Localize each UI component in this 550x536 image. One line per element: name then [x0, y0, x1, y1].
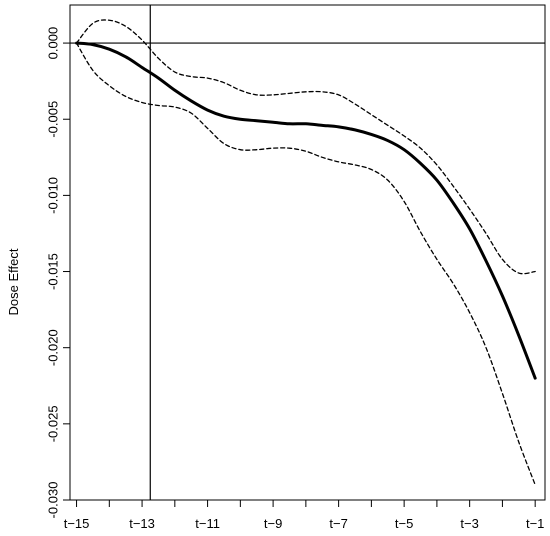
x-tick-label: t−5: [395, 516, 413, 531]
y-axis: 0.000 -0.005 -0.010 -0.015 -0.020 -0.025 -0.03…: [45, 27, 71, 519]
x-tick-label: t−15: [64, 516, 90, 531]
x-tick-label: t−13: [129, 516, 155, 531]
x-axis: t−15 t−13 t−11 t−9 t−7 t−5 t−3 t−1: [64, 499, 544, 531]
y-tick-label: -0.030: [45, 482, 60, 519]
x-tick-label: t−7: [329, 516, 347, 531]
y-tick-label: 0.000: [45, 27, 60, 60]
y-tick-label: -0.025: [45, 405, 60, 442]
x-tick-label: t−9: [264, 516, 282, 531]
plot-frame: [69, 4, 546, 501]
y-tick-label: -0.010: [45, 177, 60, 214]
lower-bound-line: [75, 42, 536, 486]
y-tick-label: -0.020: [45, 329, 60, 366]
estimate-line: [75, 41, 537, 380]
upper-bound-line: [75, 19, 536, 275]
reference-lines: [70, 5, 545, 500]
y-axis-title: Dose Effect: [6, 248, 21, 315]
x-tick-label: t−3: [460, 516, 478, 531]
y-tick-label: -0.005: [45, 101, 60, 138]
x-tick-label: t−11: [195, 516, 220, 531]
x-tick-label: t−1: [526, 516, 544, 531]
y-tick-label: -0.015: [45, 253, 60, 290]
series-layer: [75, 19, 537, 486]
